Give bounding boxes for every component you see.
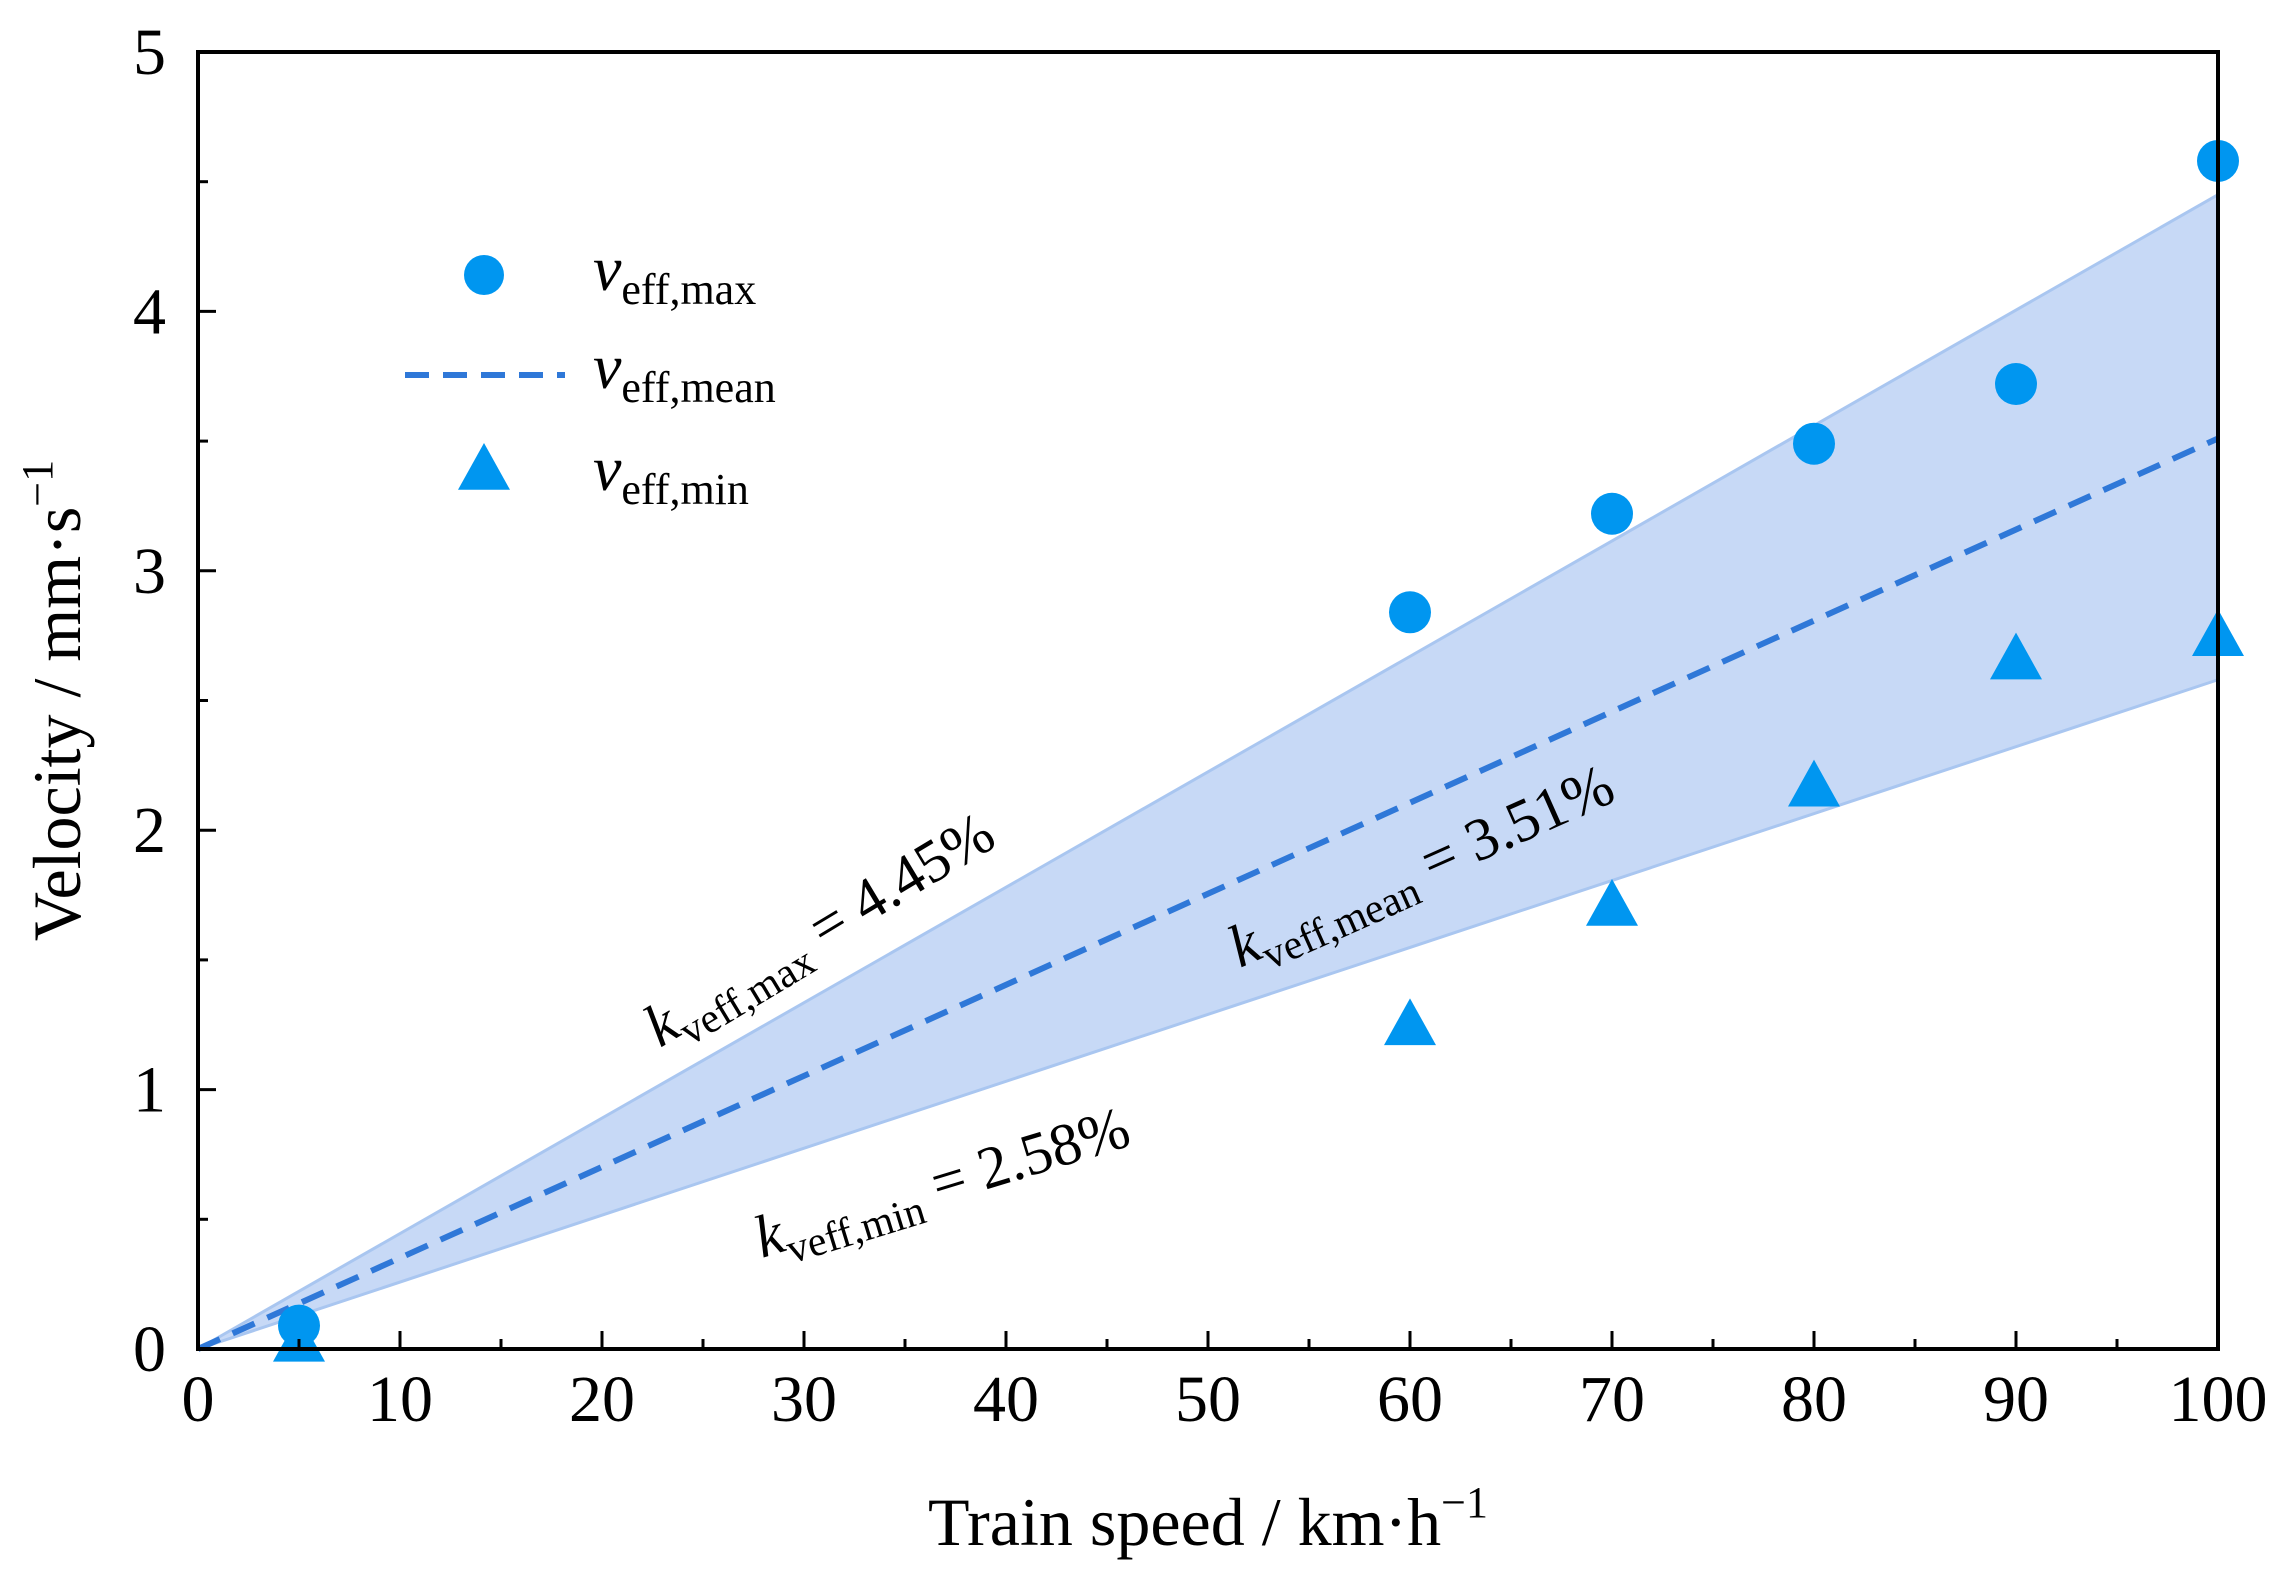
- legend-label-min-subscript: eff,min: [621, 465, 749, 514]
- y-axis-title: Velocity / mm·s−1: [13, 460, 95, 941]
- y-tick-label-0: 0: [133, 1313, 166, 1386]
- legend-label-min: veff,min: [593, 433, 749, 514]
- x-tick-label-50: 50: [1175, 1363, 1241, 1436]
- x-tick-label-70: 70: [1579, 1363, 1645, 1436]
- legend-label-mean-symbol: v: [593, 331, 622, 402]
- legend-label-mean: veff,mean: [593, 331, 776, 412]
- x-tick-label-100: 100: [2169, 1363, 2268, 1436]
- y-tick-label-4: 4: [133, 275, 166, 348]
- band-upper-edge: [197, 193, 2219, 1351]
- y-tick-label-1: 1: [133, 1054, 166, 1127]
- min-point-4: [1990, 632, 2042, 680]
- max-point-1: [1389, 591, 1431, 634]
- x-tick-label-90: 90: [1983, 1363, 2049, 1436]
- x-tick-label-20: 20: [569, 1363, 635, 1436]
- confidence-band-layer: [197, 193, 2219, 1351]
- annotation-min-value: = 2.58%: [908, 1094, 1137, 1221]
- mean-line-layer: [196, 435, 2220, 1352]
- legend-marker-circle: [464, 255, 504, 295]
- legend-marker-triangle: [458, 442, 510, 490]
- min-point-1: [1384, 998, 1436, 1046]
- min-point-3: [1788, 759, 1840, 807]
- y-tick-label-2: 2: [133, 794, 166, 867]
- x-axis-title: Train speed / km·h−1: [928, 1478, 1488, 1560]
- annotation-min-subscript: veff,min: [781, 1187, 931, 1273]
- x-tick-label-40: 40: [973, 1363, 1039, 1436]
- x-tick-label-0: 0: [182, 1363, 215, 1436]
- legend: veff,max veff,mean veff,min: [405, 233, 776, 514]
- tick-layer: 0 10 20 30 40 50 60 70 80 90 100 0 1 2 3 4 5: [133, 16, 2268, 1436]
- x-axis-title-text: Train speed / km·h: [928, 1484, 1441, 1560]
- max-point-3: [1793, 422, 1835, 465]
- mean-trend-line: [196, 435, 2220, 1352]
- legend-label-max-subscript: eff,max: [621, 265, 756, 314]
- y-axis-title-text: Velocity / mm·s: [19, 507, 95, 941]
- legend-label-max-symbol: v: [593, 233, 622, 304]
- y-tick-label-5: 5: [133, 16, 166, 89]
- legend-label-mean-subscript: eff,mean: [621, 363, 775, 412]
- band-lower-edge: [197, 678, 2219, 1351]
- x-axis-title-superscript: −1: [1441, 1478, 1488, 1527]
- x-tick-label-80: 80: [1781, 1363, 1847, 1436]
- legend-label-min-symbol: v: [593, 433, 622, 504]
- max-point-4: [1995, 363, 2037, 406]
- legend-label-max: veff,max: [593, 233, 756, 314]
- x-tick-label-10: 10: [367, 1363, 433, 1436]
- x-tick-label-30: 30: [771, 1363, 837, 1436]
- max-point-2: [1591, 492, 1633, 535]
- y-tick-label-3: 3: [133, 535, 166, 608]
- y-axis-title-superscript: −1: [13, 460, 62, 507]
- x-tick-label-60: 60: [1377, 1363, 1443, 1436]
- min-point-2: [1586, 879, 1638, 926]
